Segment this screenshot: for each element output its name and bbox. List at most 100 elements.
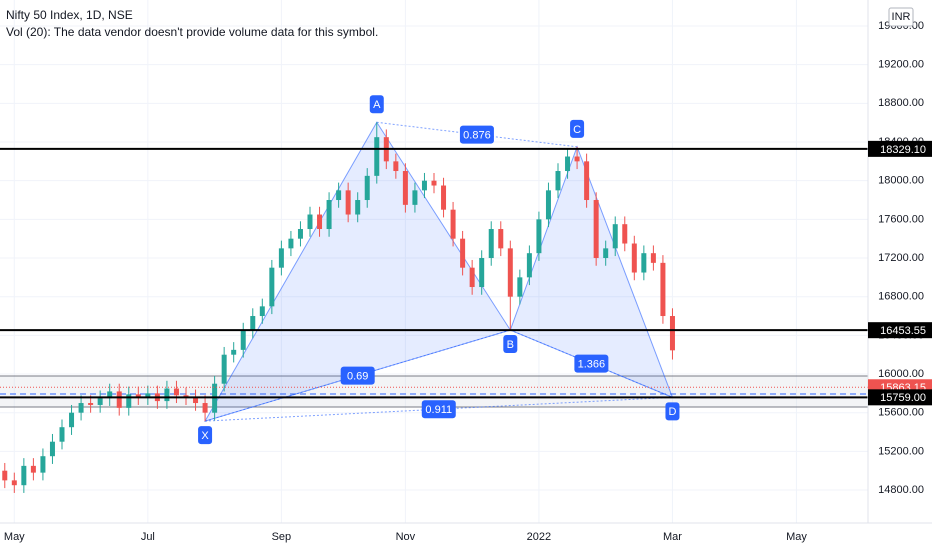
subtitle: Vol (20): The data vendor doesn't provid… [6,25,378,39]
candle-body [59,427,65,442]
point-badge [198,426,213,445]
currency-badge[interactable] [888,7,914,27]
point-label: B [507,339,514,351]
ratio-label: 0.69 [347,370,368,382]
candle-body [202,403,208,413]
level-badge [868,322,932,339]
candle-body [193,397,199,404]
y-tick-label: 15200.00 [878,445,924,457]
candle-body [565,156,571,172]
x-tick-label: Nov [396,531,416,543]
point-label: A [373,99,381,111]
y-tick-label: 15600.00 [878,407,924,419]
level-label: 16453.55 [880,325,926,337]
level-label: 15759.00 [880,392,926,404]
candle-body [431,180,437,186]
candle-body [631,243,637,273]
currency[interactable]: INR [892,11,911,23]
candle-body [317,214,323,230]
candle-body [488,229,494,259]
candle-body [345,190,351,215]
candle-body [297,229,303,239]
ratio-label: 0.876 [463,129,491,141]
candle-body [479,258,485,288]
candle-body [107,391,113,399]
candle-body [288,238,294,249]
candle-body [88,403,94,405]
candle-body [269,267,275,307]
y-tick-label: 19200.00 [878,59,924,71]
candle-body [278,248,284,268]
candle-body [307,214,313,230]
candle-body [326,200,332,230]
x-tick-label: Jul [141,531,155,543]
point-label: X [201,430,209,442]
candle-body [173,388,179,396]
candle-body [450,209,456,239]
candle-body [355,200,361,215]
candle-body [593,200,599,259]
candle-body [421,180,427,191]
candle-body [650,253,656,263]
candle-body [221,354,227,384]
candle-body [622,224,628,244]
candle-body [116,391,122,408]
candle-body [402,171,408,205]
y-tick-label: 14800.00 [878,484,924,496]
candle-body [240,330,246,350]
level-badge [868,389,932,406]
candle-body [498,229,504,249]
candle-body [49,441,55,457]
candle-body [2,470,8,481]
candle-body [660,262,666,317]
x-tick-label: 2022 [527,531,551,543]
candle-body [78,403,84,413]
ratio-label: 0.911 [425,404,452,416]
plot: 0.876 0.69 1.366 0.911 X A B C D [0,95,868,493]
candle-body [183,395,189,398]
candle-body [460,238,466,268]
candle-body [164,388,170,402]
candle-body [393,161,399,172]
candle-body [30,465,36,473]
candle-body [507,248,513,297]
candle-body [441,185,447,210]
candle-body [584,161,590,201]
candle-body [469,267,475,288]
ratio-badge [574,354,609,373]
grid [0,0,868,523]
y-tick-label: 18000.00 [878,175,924,187]
point-badge [665,402,680,421]
price-axis: 14800.0015200.0015600.0016000.0016400.00… [4,20,932,543]
candle-body [40,456,46,473]
candle-body [259,306,265,317]
x-tick-label: May [4,531,25,543]
y-tick-label: 18800.00 [878,97,924,109]
y-tick-label: 16800.00 [878,291,924,303]
candle-body [145,393,151,398]
ratio-badge [459,125,494,144]
candle-body [126,394,132,408]
y-tick-label: 17200.00 [878,252,924,264]
candle-body [603,248,609,259]
candle-body [412,190,418,205]
point-label: C [573,124,581,136]
candle-body [11,480,17,486]
ratio-line [204,329,511,422]
candle-body [21,465,27,486]
candle-body [669,316,675,351]
candle-body [97,398,103,405]
candle-body [641,253,647,273]
candle-body [526,253,532,278]
x-tick-label: Mar [663,531,682,543]
candle-body [555,171,561,191]
candle-body [612,224,618,249]
level-label: 18329.10 [880,144,926,156]
y-tick-label: 17600.00 [878,213,924,225]
point-badge [369,95,384,114]
candle-body [135,394,141,398]
chart-title: Nifty 50 Index, 1D, NSE [6,8,133,22]
y-tick-label: 16000.00 [878,368,924,380]
ratio-badge [340,366,375,385]
